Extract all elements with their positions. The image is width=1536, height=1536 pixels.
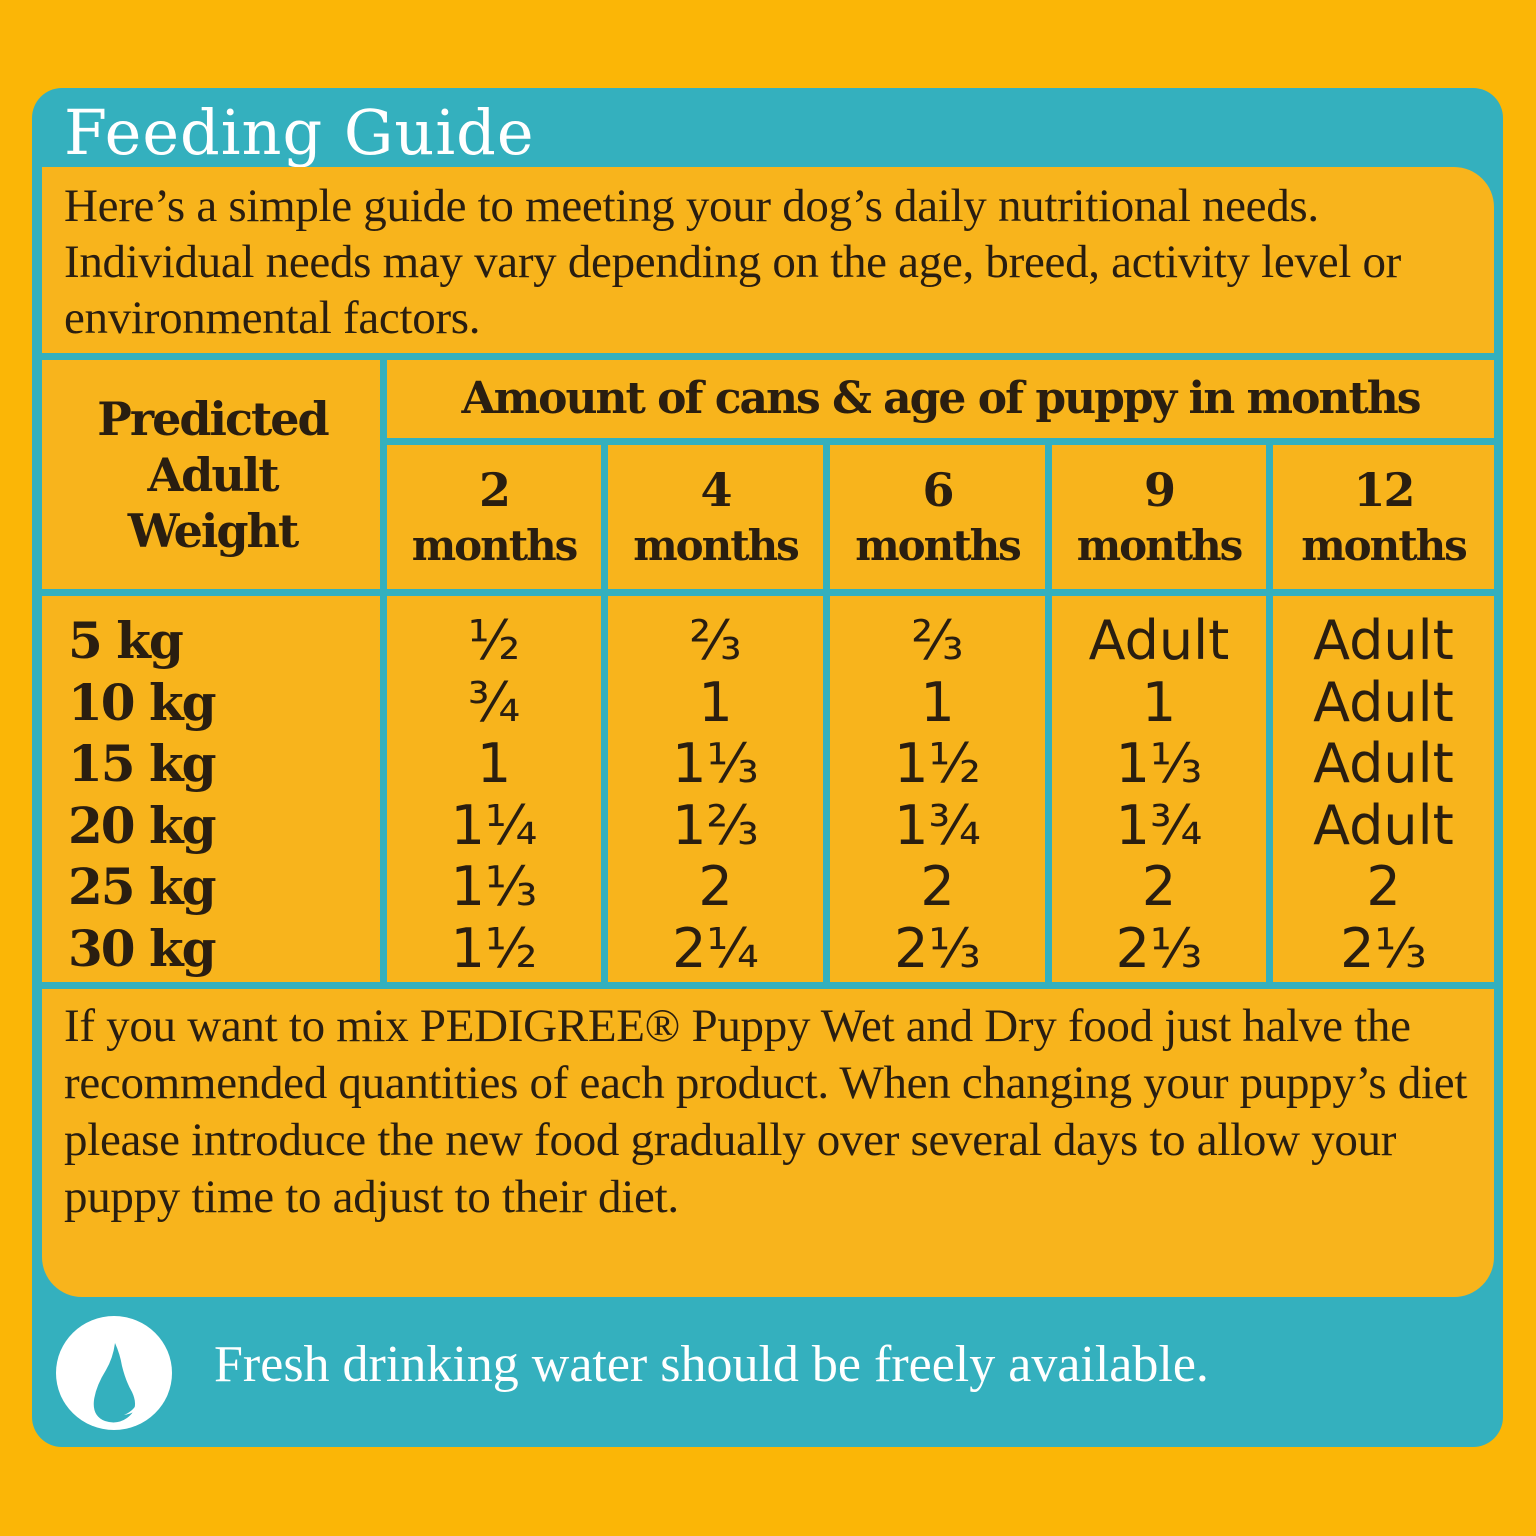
amount-cell: 1½ [894, 732, 981, 795]
divider [42, 982, 1494, 989]
amount-column-12m: Adult Adult Adult Adult 2 2⅓ [1273, 610, 1494, 979]
month-header: 4 months [633, 462, 800, 570]
amount-cell: 1⅓ [672, 732, 759, 795]
amount-cell: Adult [1088, 609, 1230, 672]
month-header: 12 months [1301, 462, 1468, 570]
amount-cell: ⅔ [689, 609, 742, 672]
amount-cell: ¾ [467, 670, 521, 734]
weight-header: Predicted Adult Weight [97, 392, 329, 558]
month-header: 6 months [855, 462, 1022, 570]
amount-cell: 2 [698, 855, 733, 918]
intro-text: Here’s a simple guide to meeting your do… [64, 180, 1402, 344]
month-header: 9 months [1076, 462, 1244, 570]
weight-cell: 5 kg [68, 611, 184, 670]
amount-cell: 1⅓ [1115, 732, 1203, 795]
divider [1266, 445, 1273, 982]
divider [42, 589, 1494, 596]
water-drop-icon [56, 1316, 172, 1430]
weight-cell: 20 kg [68, 795, 217, 855]
amount-cell: 1 [476, 732, 512, 795]
divider [823, 445, 830, 982]
water-note: Fresh drinking water should be freely av… [214, 1336, 1209, 1393]
amount-cell: Adult [1313, 732, 1454, 795]
amount-cell: 1¾ [1115, 793, 1203, 857]
amount-column-6m: ⅔ 1 1½ 1¾ 2 2⅓ [830, 610, 1045, 979]
page-title: Feeding Guide [64, 96, 535, 169]
amount-header: Amount of cans & age of puppy in months [461, 373, 1421, 424]
amount-cell: 2 [1141, 855, 1177, 918]
amount-cell: 2 [1366, 855, 1401, 918]
amount-cell: Adult [1313, 793, 1454, 857]
amount-cell: 1⅓ [450, 855, 538, 918]
amount-cell: 1¼ [450, 793, 538, 857]
amount-column-2m: ½ ¾ 1 1¼ 1⅓ 1½ [387, 610, 601, 979]
weight-cell: 30 kg [68, 918, 217, 978]
divider [1045, 445, 1052, 982]
amount-cell: 2¼ [672, 916, 759, 980]
amount-column-4m: ⅔ 1 1⅓ 1⅔ 2 2¼ [608, 610, 823, 979]
amount-column-9m: Adult 1 1⅓ 1¾ 2 2⅓ [1052, 610, 1266, 979]
weight-column: 5 kg 10 kg 15 kg 20 kg 25 kg 30 kg [68, 610, 217, 979]
divider [42, 353, 1494, 360]
amount-cell: 1 [920, 670, 955, 734]
amount-cell: 1½ [450, 916, 538, 980]
amount-cell: 1¾ [894, 793, 981, 857]
amount-cell: 1 [1141, 670, 1177, 734]
month-header: 2 months [411, 462, 579, 570]
amount-cell: 2 [920, 855, 955, 918]
divider [601, 445, 608, 982]
amount-cell: ½ [467, 609, 521, 672]
divider [387, 438, 1494, 445]
amount-cell: 2⅓ [1115, 916, 1203, 980]
amount-cell: 2⅓ [894, 916, 981, 980]
weight-cell: 15 kg [68, 734, 217, 793]
amount-cell: ⅔ [911, 609, 964, 672]
amount-cell: 2⅓ [1340, 916, 1427, 980]
weight-cell: 10 kg [68, 672, 217, 732]
divider [380, 360, 387, 982]
amount-cell: 1⅔ [672, 793, 759, 857]
amount-cell: 1 [698, 670, 733, 734]
amount-cell: Adult [1313, 670, 1454, 734]
mixing-instructions: If you want to mix PEDIGREE® Puppy Wet a… [64, 1000, 1468, 1223]
amount-cell: Adult [1313, 609, 1454, 672]
weight-cell: 25 kg [68, 857, 217, 916]
